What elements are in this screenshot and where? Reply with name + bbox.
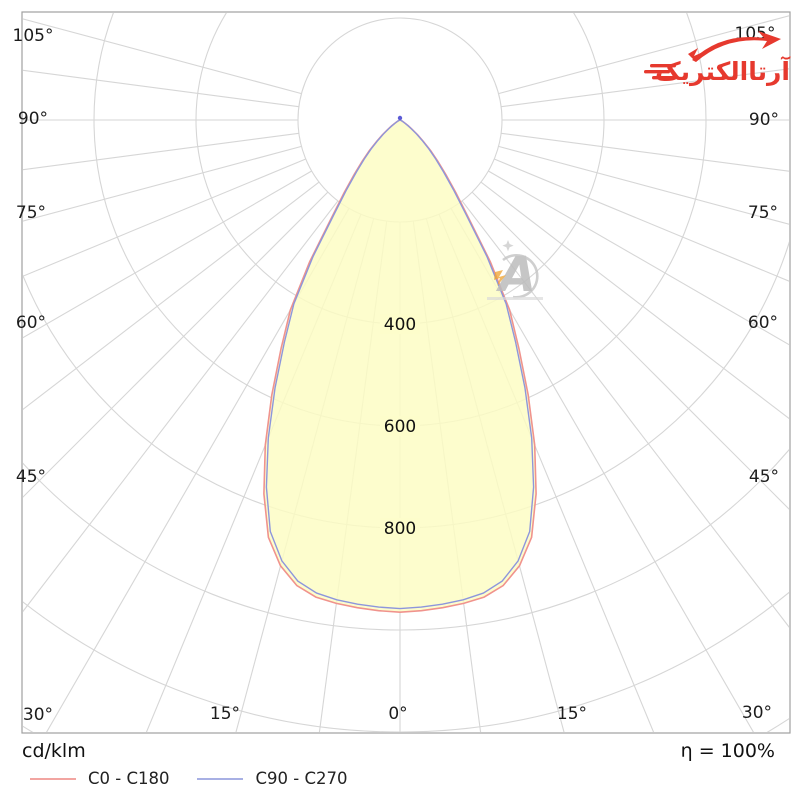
grid-spoke [480, 181, 789, 420]
grid-spoke [494, 158, 789, 282]
grid-spoke [23, 200, 339, 613]
grid-spoke [498, 15, 789, 95]
grid-spoke [501, 68, 789, 108]
angle-label: 90° [749, 110, 779, 130]
ring-label: 400 [384, 315, 416, 335]
grid-spoke [461, 200, 789, 628]
angle-label: 0° [388, 704, 407, 724]
angle-label: 45° [749, 467, 779, 487]
grid-spoke [23, 191, 329, 498]
unit-label: cd/klm [22, 740, 86, 762]
ring-label: 800 [384, 519, 416, 539]
angle-label: 75° [16, 203, 46, 223]
beam-fill [263, 120, 537, 613]
grid-spoke [450, 208, 754, 732]
grid-spoke [23, 18, 302, 95]
angle-label: 30° [23, 705, 53, 725]
angle-label: 30° [742, 703, 772, 723]
grid-spoke [501, 132, 789, 172]
curve-tip-dot [397, 115, 403, 121]
ring-label-bg [380, 314, 420, 334]
angle-label: 105° [735, 24, 776, 44]
efficiency-label: η = 100% [680, 740, 775, 762]
grid-spoke [23, 69, 299, 108]
legend-label-c90: C90 - C270 [255, 769, 348, 788]
grid-spoke [23, 181, 320, 410]
grid-spoke [23, 158, 306, 277]
plot-border [21, 11, 791, 734]
grid-spoke [23, 132, 299, 171]
legend-label-c0: C0 - C180 [88, 769, 170, 788]
angle-label: 60° [16, 313, 46, 333]
grid-spoke [23, 170, 312, 339]
grid-spoke [23, 145, 302, 222]
grid-spoke [471, 191, 789, 510]
angle-label: 75° [748, 203, 778, 223]
legend-line-c90-icon [197, 777, 244, 780]
ring-label: 600 [384, 417, 416, 437]
curve-c90-c270 [265, 119, 535, 610]
grid-spoke [46, 208, 350, 732]
angle-label: 60° [748, 313, 778, 333]
ring-label-bg [380, 416, 420, 436]
legend: C0 - C180 C90 - C270 [30, 769, 347, 788]
angle-label: 15° [557, 704, 587, 724]
angle-label: 45° [16, 467, 46, 487]
angle-label: 105° [13, 26, 54, 46]
legend-line-c0-icon [30, 777, 76, 780]
angle-label: 15° [210, 704, 240, 724]
ring-label-bg [380, 518, 420, 538]
angle-label: 90° [18, 109, 48, 129]
grid-spoke [498, 145, 789, 225]
grid-spoke [488, 170, 789, 346]
